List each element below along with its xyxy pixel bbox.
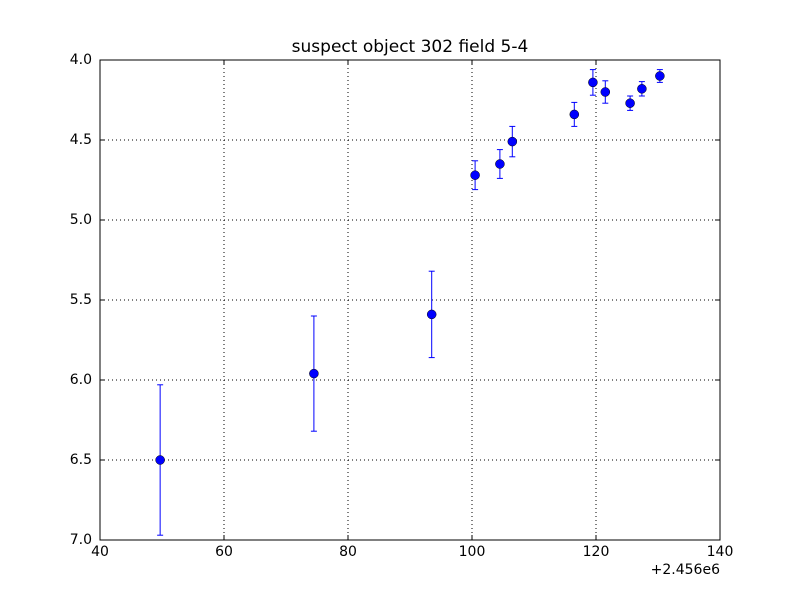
data-point [637,84,647,94]
data-point [309,368,319,379]
data-point [569,109,580,120]
y-tick-label: 7.0 [70,532,92,548]
y-tick-label: 5.5 [70,292,92,308]
data-point [507,136,518,147]
data-point [470,170,480,180]
data-point [600,87,611,97]
x-tick-label: 100 [459,544,486,560]
plot-frame [99,59,721,541]
x-tick-label: 60 [215,544,233,560]
y-tick-label: 5.0 [70,212,92,228]
y-tick-label: 4.5 [70,132,92,148]
x-tick-label: 140 [707,544,734,560]
y-tick-label: 4.0 [70,52,92,68]
data-point [426,309,437,320]
data-point [588,77,598,88]
data-point [625,98,635,108]
x-tick-label: 80 [339,544,357,560]
x-tick-label: 120 [583,544,610,560]
x-offset-label: +2.456e6 [651,562,720,578]
data-point [655,71,665,81]
y-tick-label: 6.5 [70,452,92,468]
x-tick-label: 40 [91,544,109,560]
chart-title: suspect object 302 field 5-4 [292,37,529,57]
data-point [155,455,165,465]
y-tick-label: 6.0 [70,372,92,388]
data-point [495,159,505,169]
